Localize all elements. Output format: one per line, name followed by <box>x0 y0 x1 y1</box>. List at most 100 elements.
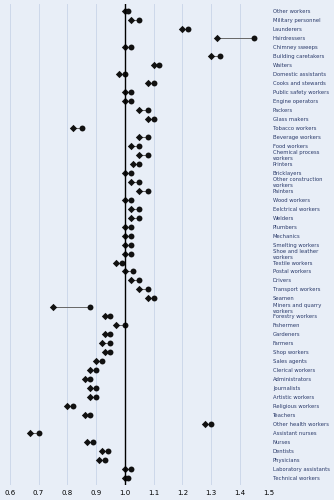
Point <box>99 339 105 347</box>
Point <box>128 250 133 258</box>
Point <box>137 133 142 141</box>
Point <box>125 8 130 16</box>
Point <box>137 204 142 212</box>
Point <box>99 447 105 455</box>
Point <box>128 214 133 222</box>
Point <box>70 124 76 132</box>
Point <box>128 276 133 284</box>
Point <box>122 268 128 276</box>
Point <box>105 447 110 455</box>
Point <box>145 133 151 141</box>
Point <box>102 456 108 464</box>
Point <box>137 142 142 150</box>
Point <box>214 34 219 42</box>
Point <box>36 429 41 437</box>
Point <box>122 169 128 177</box>
Point <box>128 204 133 212</box>
Point <box>82 411 87 419</box>
Point <box>122 70 128 78</box>
Point <box>99 357 105 365</box>
Point <box>122 232 128 239</box>
Point <box>122 250 128 258</box>
Point <box>122 43 128 51</box>
Point <box>88 384 93 392</box>
Point <box>137 160 142 168</box>
Point <box>145 115 151 123</box>
Point <box>145 294 151 302</box>
Point <box>217 52 222 60</box>
Point <box>119 258 125 266</box>
Point <box>137 106 142 114</box>
Point <box>151 115 156 123</box>
Point <box>128 240 133 248</box>
Point <box>137 286 142 294</box>
Point <box>79 124 85 132</box>
Point <box>151 294 156 302</box>
Point <box>145 79 151 87</box>
Point <box>128 43 133 51</box>
Point <box>94 366 99 374</box>
Point <box>128 465 133 473</box>
Point <box>88 375 93 383</box>
Point <box>122 8 128 16</box>
Point <box>137 276 142 284</box>
Point <box>157 61 162 69</box>
Point <box>145 186 151 194</box>
Point <box>208 420 214 428</box>
Point <box>128 222 133 230</box>
Point <box>108 348 113 356</box>
Point <box>128 88 133 96</box>
Point <box>128 97 133 105</box>
Point <box>102 312 108 320</box>
Point <box>91 438 96 446</box>
Point <box>137 151 142 159</box>
Point <box>96 456 102 464</box>
Point <box>131 268 136 276</box>
Point <box>145 106 151 114</box>
Point <box>82 375 87 383</box>
Point <box>88 411 93 419</box>
Point <box>185 26 191 34</box>
Point <box>128 196 133 203</box>
Point <box>65 402 70 410</box>
Point <box>108 330 113 338</box>
Point <box>122 97 128 105</box>
Point <box>137 186 142 194</box>
Point <box>70 402 76 410</box>
Point <box>114 258 119 266</box>
Point <box>137 16 142 24</box>
Point <box>131 160 136 168</box>
Point <box>94 384 99 392</box>
Point <box>125 474 130 482</box>
Point <box>122 465 128 473</box>
Point <box>94 393 99 401</box>
Point <box>102 330 108 338</box>
Point <box>122 196 128 203</box>
Point <box>88 366 93 374</box>
Point <box>151 61 156 69</box>
Point <box>203 420 208 428</box>
Point <box>122 474 128 482</box>
Point <box>128 16 133 24</box>
Point <box>122 240 128 248</box>
Point <box>208 52 214 60</box>
Point <box>27 429 33 437</box>
Point <box>88 304 93 312</box>
Point <box>145 286 151 294</box>
Point <box>50 304 55 312</box>
Point <box>137 178 142 186</box>
Point <box>252 34 257 42</box>
Point <box>180 26 185 34</box>
Point <box>122 322 128 330</box>
Point <box>128 142 133 150</box>
Point <box>102 348 108 356</box>
Point <box>128 232 133 239</box>
Point <box>117 70 122 78</box>
Point <box>145 151 151 159</box>
Point <box>94 357 99 365</box>
Point <box>122 222 128 230</box>
Point <box>151 79 156 87</box>
Point <box>137 214 142 222</box>
Point <box>128 169 133 177</box>
Point <box>88 393 93 401</box>
